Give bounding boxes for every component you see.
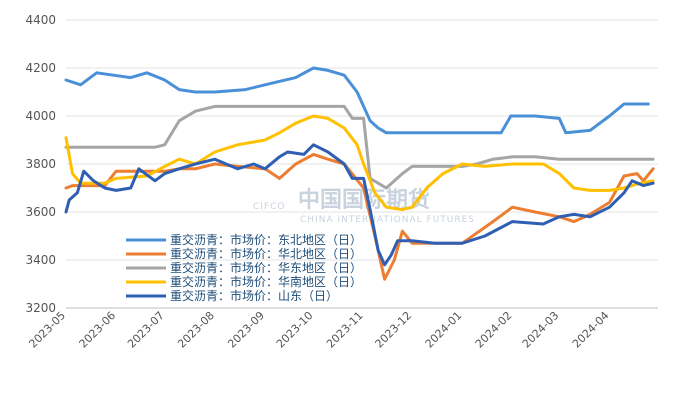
x-tick-label: 2024-04 <box>570 309 612 351</box>
x-tick-label: 2023-10 <box>274 309 316 351</box>
x-tick-label: 2024-01 <box>423 309 465 351</box>
series-line <box>64 104 655 190</box>
y-tick-label: 3200 <box>25 301 56 315</box>
y-axis: 3200 3400 3600 3800 4000 4200 4400 <box>25 13 56 315</box>
y-tick-label: 4000 <box>25 109 56 123</box>
series-line <box>64 143 655 267</box>
legend-entry: 重交沥青：市场价：华南地区（日） <box>170 274 362 289</box>
watermark-logo-text: CIFCO <box>253 202 285 212</box>
legend-entry: 重交沥青：市场价：山东（日） <box>170 288 338 303</box>
legend-entry: 重交沥青：市场价：东北地区（日） <box>170 232 362 247</box>
x-tick-label: 2023-09 <box>225 309 267 351</box>
x-tick-label: 2024-03 <box>520 309 562 351</box>
x-tick-label: 2023-12 <box>373 309 415 351</box>
y-tick-label: 4200 <box>25 61 56 75</box>
watermark-subtext: CHINA INTERNATIONAL FUTURES <box>300 215 475 225</box>
series-line <box>64 114 655 212</box>
x-tick-label: 2023-07 <box>125 309 167 351</box>
x-tick-label: 2024-02 <box>473 309 515 351</box>
x-tick-label: 2023-11 <box>324 309 366 351</box>
y-tick-label: 4400 <box>25 13 56 27</box>
series-lines <box>64 66 655 281</box>
y-tick-label: 3600 <box>25 205 56 219</box>
legend: 重交沥青：市场价：东北地区（日）重交沥青：市场价：华北地区（日）重交沥青：市场价… <box>126 232 362 303</box>
x-tick-label: 2023-08 <box>175 309 217 351</box>
y-tick-label: 3400 <box>25 253 56 267</box>
x-axis: 2023-05 2023-06 2023-07 2023-08 2023-09 2023-… <box>26 309 611 351</box>
legend-entry: 重交沥青：市场价：华北地区（日） <box>170 246 362 261</box>
y-tick-label: 3800 <box>25 157 56 171</box>
x-tick-label: 2023-06 <box>77 309 119 351</box>
grid-lines <box>66 19 658 309</box>
series-line <box>64 66 650 135</box>
legend-entry: 重交沥青：市场价：华东地区（日） <box>170 260 362 275</box>
x-tick-label: 2023-05 <box>26 309 68 351</box>
